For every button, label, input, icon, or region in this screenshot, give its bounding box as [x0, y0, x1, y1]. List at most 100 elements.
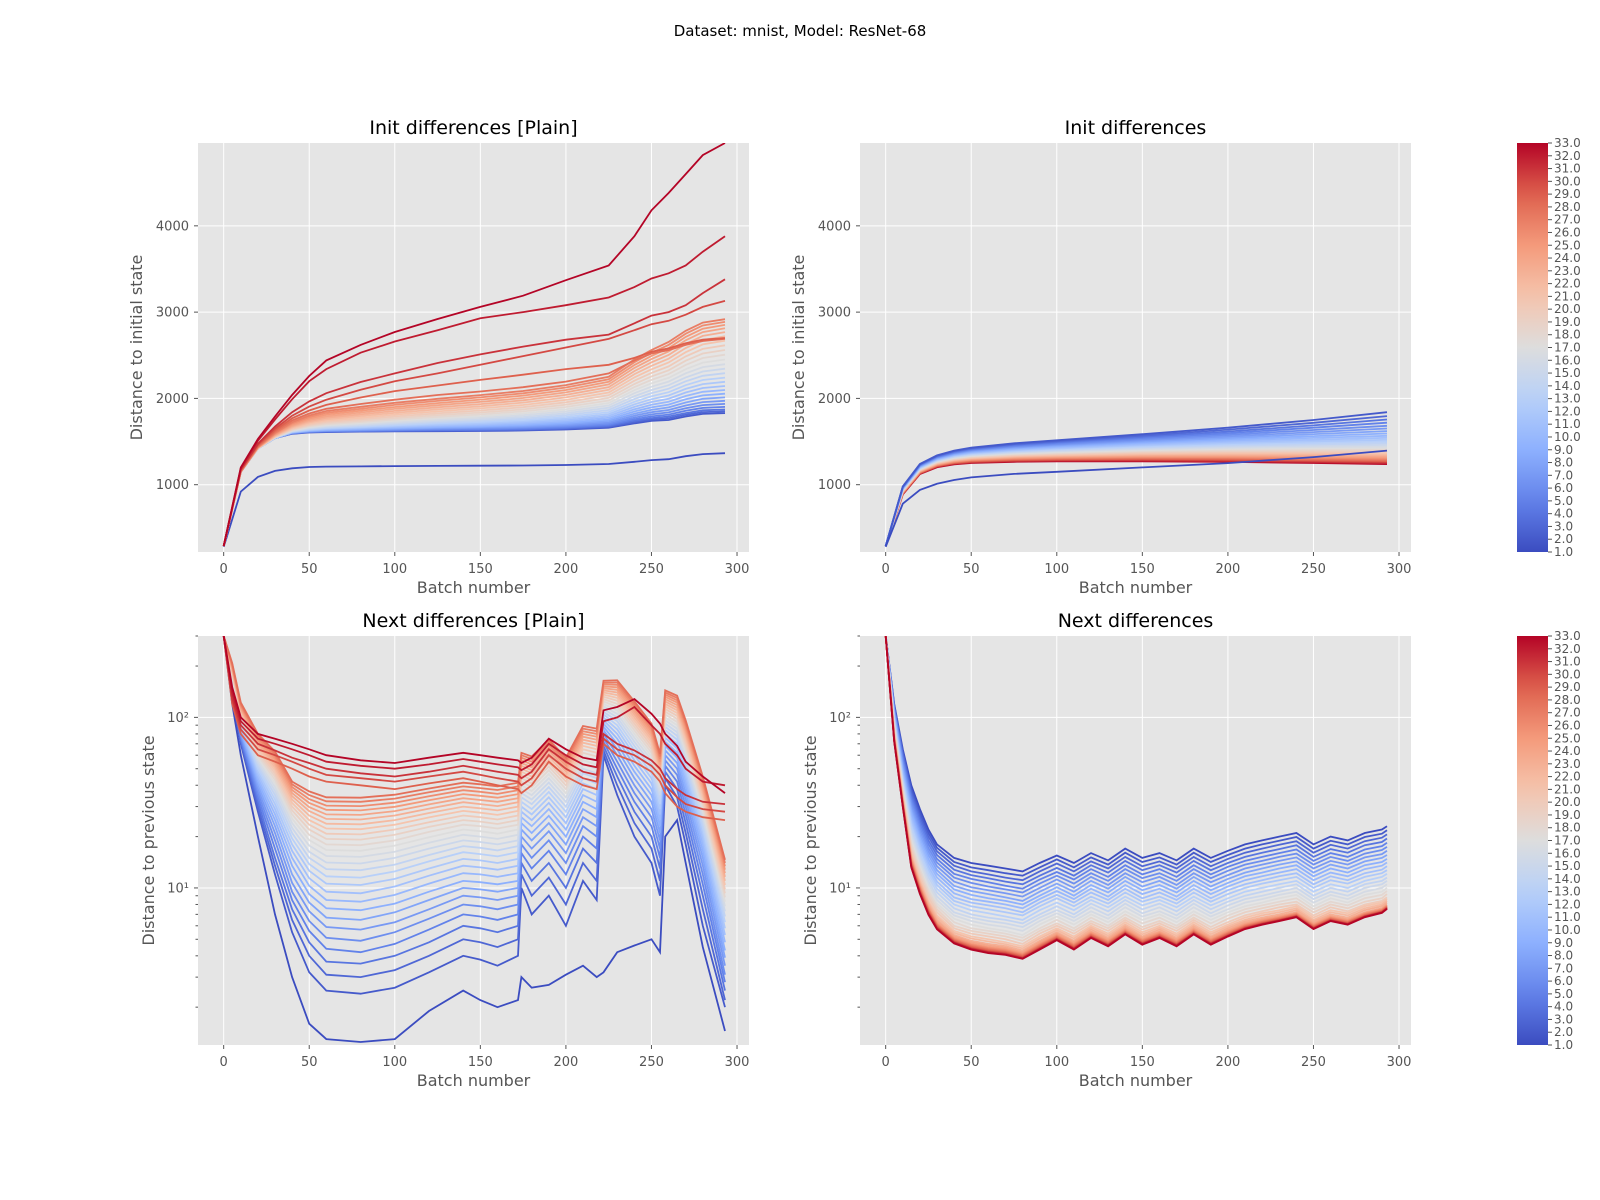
series-line-level-16 [884, 636, 1388, 932]
series-line-level-22 [884, 636, 1388, 950]
colorbar-tick-label: 6.0 [1554, 481, 1573, 495]
plot-area [860, 636, 1411, 1045]
x-tick-label: 0 [882, 562, 890, 577]
x-tick-label: 100 [382, 562, 407, 577]
series-group [884, 411, 1388, 548]
series-line-level-31 [222, 278, 726, 547]
colorbars: 1.02.03.04.05.06.07.08.09.010.011.012.01… [1517, 136, 1581, 1052]
series-line-level-10 [884, 636, 1388, 910]
colorbar-tick-label: 13.0 [1554, 885, 1581, 899]
series-line-level-8 [884, 636, 1388, 902]
series-group [884, 636, 1388, 960]
x-tick-label: 250 [1301, 562, 1326, 577]
colorbar-tick-label: 23.0 [1554, 757, 1581, 771]
colorbar-tick-label: 33.0 [1554, 629, 1581, 643]
series-line-level-32 [222, 636, 726, 787]
series-line-level-4 [884, 636, 1388, 886]
series-line-level-13 [884, 636, 1388, 921]
colorbar-tick-label: 9.0 [1554, 443, 1573, 457]
series-line-level-2 [884, 411, 1388, 547]
x-tick-label: 50 [963, 1055, 980, 1070]
series-line-level-33 [222, 636, 726, 794]
colorbar-tick-label: 12.0 [1554, 897, 1581, 911]
x-tick-label: 200 [1215, 1055, 1240, 1070]
colorbar-tick-label: 5.0 [1554, 987, 1573, 1001]
colorbar-tick-label: 25.0 [1554, 731, 1581, 745]
series-line-level-21 [884, 636, 1388, 948]
y-tick-label: 1000 [818, 478, 851, 493]
series-line-level-12 [884, 636, 1388, 917]
colorbar-tick-label: 10.0 [1554, 923, 1581, 937]
x-tick-label: 150 [468, 1055, 493, 1070]
y-tick-label: 2000 [818, 392, 851, 407]
colorbar-tick-label: 27.0 [1554, 213, 1581, 227]
series-line-level-29 [222, 337, 726, 547]
x-tick-label: 50 [963, 562, 980, 577]
x-tick-label: 0 [220, 562, 228, 577]
series-line-level-27 [222, 318, 726, 547]
x-tick-label: 250 [639, 1055, 664, 1070]
series-line-level-33 [222, 143, 726, 547]
series-line-level-15 [884, 636, 1388, 928]
colorbar-tick-label: 15.0 [1554, 859, 1581, 873]
series-line-level-19 [884, 636, 1388, 942]
y-tick-label: 2000 [156, 392, 189, 407]
y-axis-label: Distance to initial state [127, 255, 146, 441]
colorbar-gradient [1517, 636, 1548, 1045]
colorbar-tick-label: 6.0 [1554, 974, 1573, 988]
x-tick-label: 100 [1044, 562, 1069, 577]
x-tick-label: 100 [382, 1055, 407, 1070]
colorbar-tick-label: 32.0 [1554, 642, 1581, 656]
colorbar-tick-label: 26.0 [1554, 718, 1581, 732]
colorbar-tick-label: 4.0 [1554, 507, 1573, 521]
colorbar-tick-label: 8.0 [1554, 456, 1573, 470]
series-line-level-1 [222, 452, 726, 548]
colorbar-tick-label: 31.0 [1554, 655, 1581, 669]
x-tick-label: 200 [1215, 562, 1240, 577]
series-line-level-11 [884, 636, 1388, 914]
colorbar-tick-label: 10.0 [1554, 430, 1581, 444]
series-line-level-30 [222, 636, 726, 813]
colorbar-tick-label: 24.0 [1554, 251, 1581, 265]
colorbar-tick-label: 2.0 [1554, 532, 1573, 546]
colorbar-gradient [1517, 143, 1548, 552]
series-line-level-1 [222, 636, 726, 1043]
y-tick-label: 4000 [156, 219, 189, 234]
x-axis-label: Batch number [1079, 578, 1193, 597]
x-tick-label: 300 [1387, 1055, 1412, 1070]
x-tick-label: 150 [1130, 562, 1155, 577]
figure-suptitle: Dataset: mnist, Model: ResNet-68 [674, 22, 927, 40]
colorbar-tick-label: 7.0 [1554, 961, 1573, 975]
colorbar-tick-label: 7.0 [1554, 468, 1573, 482]
colorbar-tick-label: 14.0 [1554, 872, 1581, 886]
colorbar-tick-label: 19.0 [1554, 808, 1581, 822]
colorbar-tick-label: 32.0 [1554, 149, 1581, 163]
series-line-level-6 [884, 636, 1388, 894]
colorbar-tick-label: 17.0 [1554, 834, 1581, 848]
x-tick-label: 300 [725, 1055, 750, 1070]
panel-title: Next differences [1058, 610, 1214, 632]
x-axis-label: Batch number [417, 578, 531, 597]
x-tick-label: 200 [553, 1055, 578, 1070]
colorbar-tick-label: 33.0 [1554, 136, 1581, 150]
colorbar-tick-label: 30.0 [1554, 174, 1581, 188]
series-line-level-9 [884, 636, 1388, 906]
colorbar-tick-label: 20.0 [1554, 302, 1581, 316]
series-line-level-32 [222, 235, 726, 547]
colorbar-tick-label: 29.0 [1554, 187, 1581, 201]
colorbar-tick-label: 3.0 [1554, 519, 1573, 533]
y-tick-label: 3000 [818, 306, 851, 321]
x-tick-label: 50 [301, 562, 318, 577]
x-tick-label: 150 [468, 562, 493, 577]
series-line-level-1 [884, 449, 1388, 548]
y-tick-label: 3000 [156, 306, 189, 321]
series-line-level-7 [884, 636, 1388, 898]
x-tick-label: 150 [1130, 1055, 1155, 1070]
colorbar-tick-label: 31.0 [1554, 162, 1581, 176]
x-axis-label: Batch number [1079, 1071, 1193, 1090]
panel-2: 0 50 100 150 200 250 300 1000 2000 3000 4000 Init d… [789, 117, 1411, 597]
colorbar-tick-label: 9.0 [1554, 936, 1573, 950]
series-group [222, 143, 726, 548]
x-tick-label: 300 [1387, 562, 1412, 577]
